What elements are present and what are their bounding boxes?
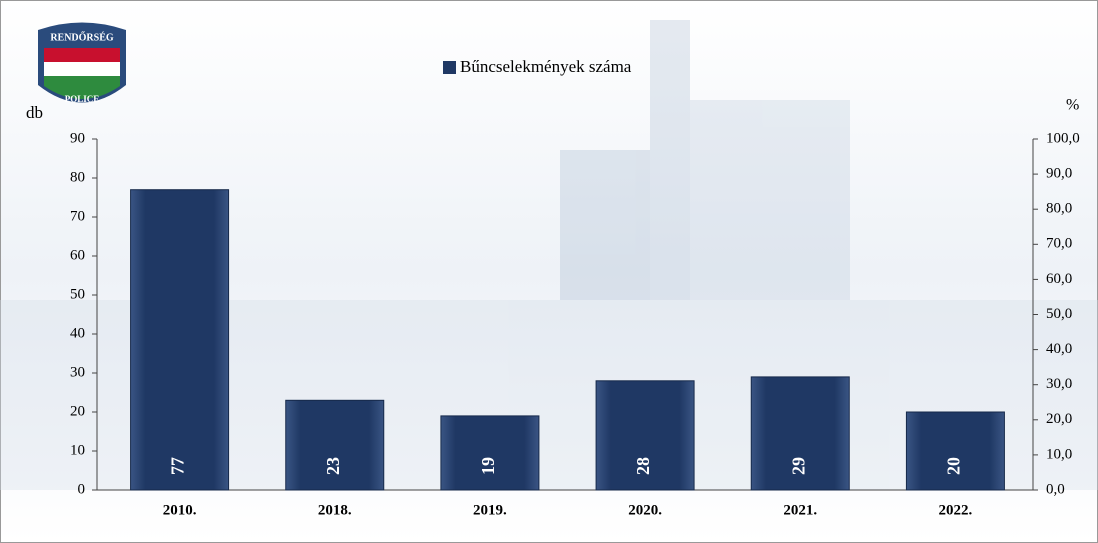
data-label: 77	[168, 457, 188, 475]
bar	[285, 399, 385, 491]
y-tick-label: 60	[70, 247, 85, 263]
x-tick-label: 2018.	[318, 502, 352, 518]
bar	[130, 189, 230, 491]
y2-tick-label: 80,0	[1046, 201, 1072, 217]
y-axis-label: db	[26, 103, 43, 122]
y2-tick-label: 90,0	[1046, 166, 1072, 182]
y-tick-label: 70	[70, 208, 85, 224]
y-tick-label: 50	[70, 286, 85, 302]
y-tick-label: 0	[78, 481, 86, 497]
data-label: 19	[478, 457, 498, 475]
y2-tick-label: 40,0	[1046, 341, 1072, 357]
legend-swatch	[443, 61, 456, 74]
x-tick-label: 2022.	[939, 502, 973, 518]
logo: RENDŐRSÉG POLICE	[38, 22, 126, 104]
y-tick-label: 90	[70, 130, 85, 146]
y2-axis-label: %	[1066, 97, 1079, 114]
logo-top: RENDŐRSÉG	[50, 31, 114, 43]
x-tick-label: 2010.	[163, 502, 197, 518]
data-label: 28	[633, 457, 653, 475]
data-label: 20	[944, 457, 964, 475]
y2-tick-label: 10,0	[1046, 446, 1072, 462]
y-tick-label: 40	[70, 325, 85, 341]
y2-tick-label: 70,0	[1046, 236, 1072, 252]
x-tick-label: 2020.	[628, 502, 662, 518]
y2-tick-label: 30,0	[1046, 376, 1072, 392]
x-tick-label: 2021.	[783, 502, 817, 518]
bar	[905, 411, 1005, 491]
data-label: 29	[788, 457, 808, 475]
y2-tick-label: 100,0	[1046, 130, 1080, 146]
legend-label: Bűncselekmények száma	[460, 57, 632, 76]
y-tick-label: 20	[70, 403, 85, 419]
y-tick-label: 30	[70, 364, 85, 380]
y2-tick-label: 50,0	[1046, 306, 1072, 322]
y2-tick-label: 60,0	[1046, 271, 1072, 287]
bar	[595, 380, 695, 491]
logo-bottom: POLICE	[65, 94, 100, 104]
data-label: 23	[323, 457, 343, 475]
y-tick-label: 80	[70, 169, 85, 185]
bar	[750, 376, 850, 491]
y2-tick-label: 0,0	[1046, 481, 1065, 497]
y-tick-label: 10	[70, 442, 85, 458]
x-tick-label: 2019.	[473, 502, 507, 518]
y2-tick-label: 20,0	[1046, 411, 1072, 427]
bar	[440, 415, 540, 491]
